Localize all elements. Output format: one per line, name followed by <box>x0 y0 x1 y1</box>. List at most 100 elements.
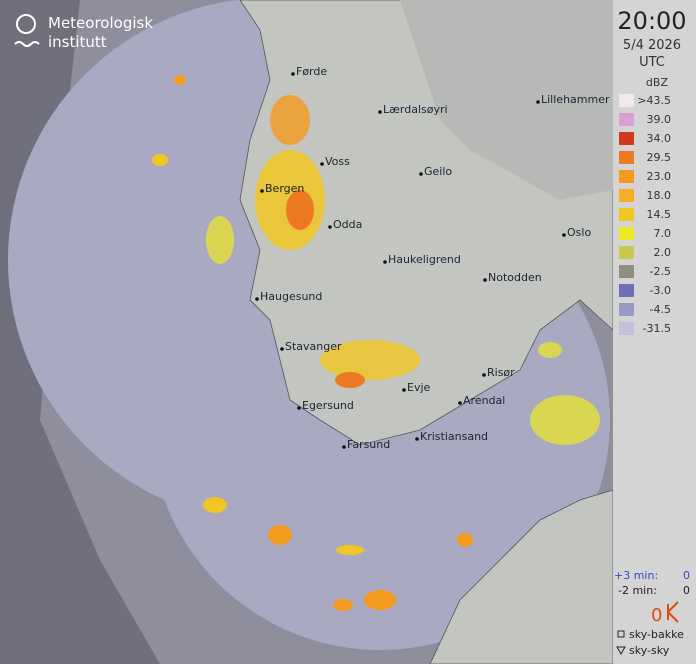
city-dot <box>562 233 566 237</box>
lightning-value: 0 <box>683 584 690 597</box>
city-dot <box>483 278 487 282</box>
time: 20:00 <box>617 7 686 35</box>
logo-text: institutt <box>48 33 107 51</box>
rain <box>333 599 353 611</box>
legend-label: 39.0 <box>647 113 672 126</box>
city-dot <box>402 388 406 392</box>
city-dot <box>320 162 324 166</box>
city-dot <box>415 437 419 441</box>
city-label: Voss <box>325 155 350 168</box>
legend-label: 23.0 <box>647 170 672 183</box>
city-label: Oslo <box>567 226 591 239</box>
city-label: Stavanger <box>285 340 342 353</box>
city-dot <box>328 225 332 229</box>
city-dot <box>255 297 259 301</box>
rain <box>174 75 186 85</box>
rain <box>268 525 292 545</box>
legend-swatch <box>619 208 634 221</box>
rain <box>320 340 420 380</box>
lightning-value: 0 <box>683 569 690 582</box>
legend-swatch <box>619 94 634 107</box>
legend-label: 7.0 <box>654 227 672 240</box>
date: 5/4 2026 <box>623 38 681 53</box>
legend-swatch <box>619 303 634 316</box>
city-dot <box>378 110 382 114</box>
legend-title: dBZ <box>646 76 669 89</box>
legend-swatch <box>619 132 634 145</box>
legend-swatch <box>619 113 634 126</box>
legend-swatch <box>619 151 634 164</box>
ground-label: sky-bakke <box>629 628 684 641</box>
logo-wave <box>14 41 40 47</box>
legend-swatch <box>619 246 634 259</box>
logo-mark <box>16 14 36 34</box>
rain <box>530 395 600 445</box>
city-dot <box>260 189 264 193</box>
legend: >43.5 39.0 34.0 29.5 23.0 18.0 14.5 7.0 2.0 -2.5 -… <box>619 94 671 335</box>
logo: Meteorologisk institutt <box>14 14 153 51</box>
legend-label: -3.0 <box>650 284 671 297</box>
city-dot <box>458 401 462 405</box>
cloud-label: sky-sky <box>629 644 670 657</box>
legend-swatch <box>619 170 634 183</box>
city-label: Lærdalsøyri <box>383 103 448 116</box>
city-dot <box>419 172 423 176</box>
lightning-total: 0 <box>651 605 662 626</box>
ground-icon <box>617 630 625 638</box>
city-label: Bergen <box>265 182 304 195</box>
city-label: Kristiansand <box>420 430 488 443</box>
lightning-icon <box>667 601 679 623</box>
city-dot <box>383 260 387 264</box>
city-dot <box>482 373 486 377</box>
rain <box>270 95 310 145</box>
land-inland <box>400 0 613 200</box>
legend-swatch <box>619 322 634 335</box>
legend-label: -31.5 <box>643 322 671 335</box>
legend-swatch <box>619 284 634 297</box>
city-dot <box>280 347 284 351</box>
rain <box>152 154 168 166</box>
legend-label: >43.5 <box>637 94 671 107</box>
cities: Førde Lærdalsøyri Lillehammer Voss Geilo Berg… <box>255 65 610 451</box>
legend-label: 29.5 <box>647 151 672 164</box>
rain <box>203 497 227 513</box>
legend-label: 2.0 <box>654 246 672 259</box>
legend-swatch <box>619 189 634 202</box>
city-label: Farsund <box>347 438 390 451</box>
legend-swatch <box>619 227 634 240</box>
rain <box>335 372 365 388</box>
legend-swatch <box>619 265 634 278</box>
city-label: Notodden <box>488 271 542 284</box>
rain <box>457 533 473 547</box>
city-label: Geilo <box>424 165 452 178</box>
rain <box>286 190 314 230</box>
legend-label: 18.0 <box>647 189 672 202</box>
city-dot <box>536 100 540 104</box>
city-label: Evje <box>407 381 431 394</box>
city-label: Risør <box>487 366 515 379</box>
legend-label: -2.5 <box>650 265 671 278</box>
lightning-label: +3 min: <box>614 569 658 582</box>
legend-label: 14.5 <box>647 208 672 221</box>
city-label: Haugesund <box>260 290 322 303</box>
city-label: Arendal <box>463 394 505 407</box>
zone: UTC <box>639 55 665 70</box>
city-label: Haukeligrend <box>388 253 461 266</box>
logo-text: Meteorologisk <box>48 14 153 32</box>
legend-label: -4.5 <box>650 303 671 316</box>
legend-label: 34.0 <box>647 132 672 145</box>
city-dot <box>291 72 295 76</box>
rain <box>206 216 234 264</box>
city-label: Førde <box>296 65 327 78</box>
rain <box>364 590 396 610</box>
rain <box>538 342 562 358</box>
precipitation <box>152 75 600 611</box>
city-dot <box>342 445 346 449</box>
cloud-icon <box>616 646 626 656</box>
city-label: Egersund <box>302 399 354 412</box>
city-dot <box>297 406 301 410</box>
city-label: Lillehammer <box>541 93 610 106</box>
rain <box>336 545 364 555</box>
lightning-label: -2 min: <box>618 584 657 597</box>
